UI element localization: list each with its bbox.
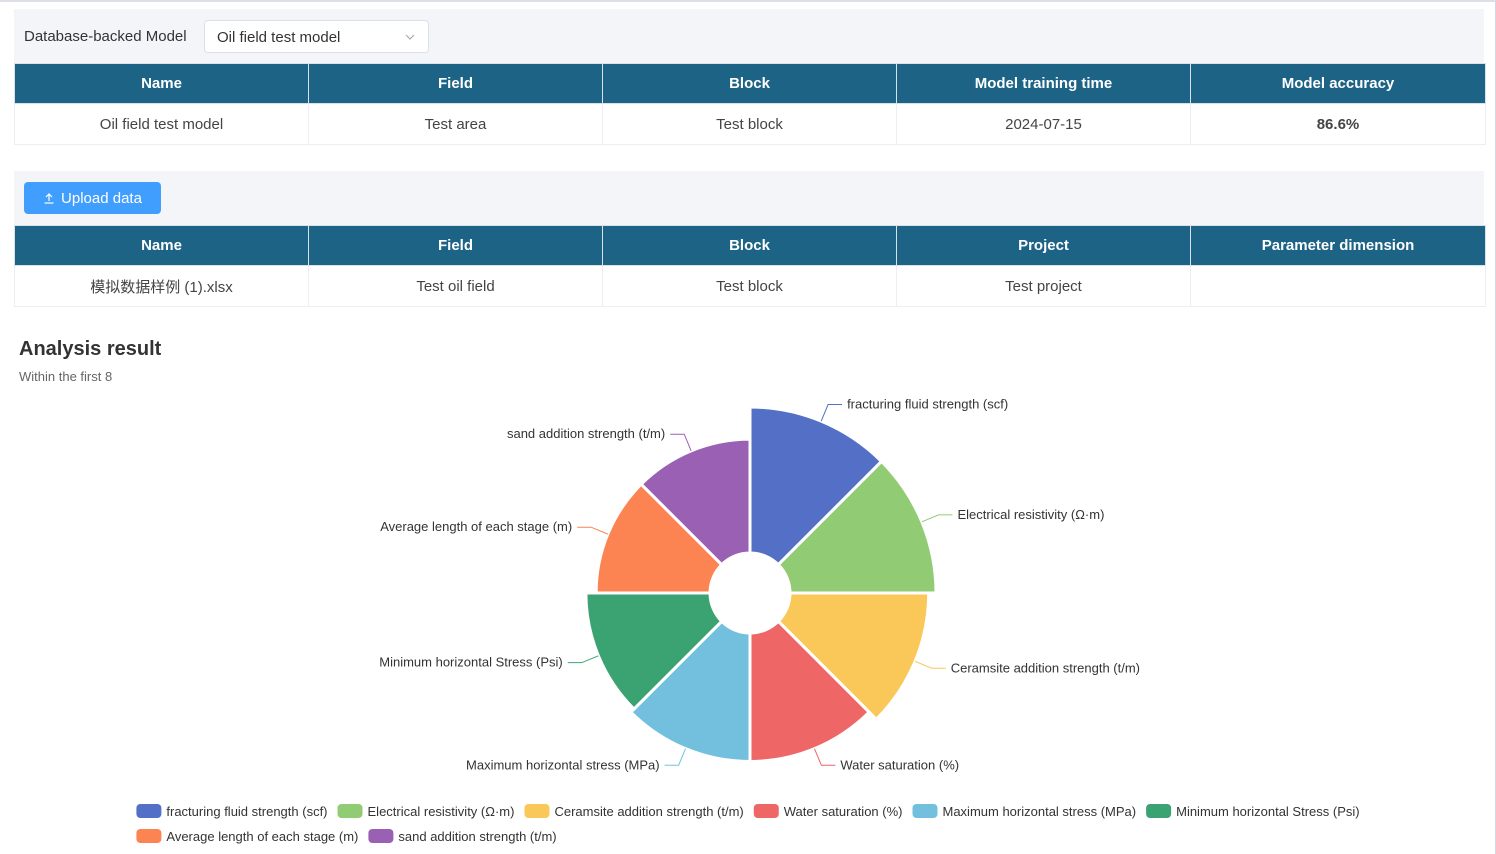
rose-slice-ceramsite-addition-strength-t-m[interactable] [776, 591, 931, 721]
data-table-header: Block [602, 225, 897, 266]
leader-line [670, 433, 692, 452]
legend-swatch [524, 804, 550, 818]
legend-label: Maximum horizontal stress (MPa) [943, 804, 1137, 819]
upload-data-label: Upload data [61, 189, 142, 207]
model-block-cell: Test block [602, 103, 897, 145]
slice-label: Water saturation (%) [840, 757, 959, 772]
data-name-cell: 模拟数据样例 (1).xlsx [14, 265, 309, 307]
analysis-title: Analysis result [19, 338, 162, 360]
upload-icon [44, 193, 54, 204]
slice-label: Average length of each stage (m) [380, 519, 572, 534]
legend-swatch [368, 829, 394, 843]
leader-line [820, 404, 843, 422]
model-table-header: Model accuracy [1190, 63, 1486, 104]
model-training-time-cell: 2024-07-15 [896, 103, 1191, 145]
data-table-header: Field [308, 225, 603, 266]
slice-label: fracturing fluid strength (scf) [847, 397, 1008, 412]
model-table-header: Field [308, 63, 603, 104]
data-table-header: Parameter dimension [1190, 225, 1486, 266]
data-project-cell: Test project [896, 265, 1191, 307]
model-table-header-row: Name Field Block Model training time Mod… [14, 63, 1486, 104]
model-accuracy-cell: 86.6% [1190, 103, 1486, 145]
leader-line [567, 655, 599, 664]
leader-line [664, 748, 686, 766]
rose-slice-average-length-of-each-stage-m[interactable] [594, 482, 724, 595]
data-table-header-row: Name Field Block Project Parameter dimen… [14, 225, 1486, 266]
analysis-subtitle: Within the first 8 [19, 369, 113, 384]
rose-slice-sand-addition-strength-t-m[interactable] [639, 437, 752, 567]
model-select-value: Oil field test model [217, 29, 341, 46]
model-table-header: Name [14, 63, 309, 104]
legend-item[interactable]: Minimum horizontal Stress (Psi) [1146, 804, 1360, 819]
data-field-cell: Test oil field [308, 265, 603, 307]
legend-label: Ceramsite addition strength (t/m) [554, 804, 743, 819]
slice-label: Minimum horizontal Stress (Psi) [379, 655, 563, 670]
legend-label: Minimum horizontal Stress (Psi) [1176, 804, 1360, 819]
leader-line [921, 514, 953, 523]
data-table: Name Field Block Project Parameter dimen… [14, 225, 1486, 307]
data-block-cell: Test block [602, 265, 897, 307]
rose-slice-maximum-horizontal-stress-mpa[interactable] [629, 619, 752, 763]
rose-slice-fracturing-fluid-strength-scf[interactable] [748, 405, 884, 567]
slice-label: Electrical resistivity (Ω·m) [957, 507, 1104, 522]
legend-swatch [136, 804, 162, 818]
leader-line [814, 748, 836, 766]
model-table-header: Model training time [896, 63, 1191, 104]
upload-data-button[interactable]: Upload data [24, 182, 161, 214]
legend-swatch [912, 804, 938, 818]
table-row: Oil field test model Test area Test bloc… [14, 103, 1486, 145]
legend-item[interactable]: Maximum horizontal stress (MPa) [912, 804, 1137, 819]
legend-item[interactable]: sand addition strength (t/m) [368, 829, 557, 844]
legend-item[interactable]: Average length of each stage (m) [136, 829, 358, 844]
legend-item[interactable]: Water saturation (%) [753, 804, 903, 819]
rose-slice-water-saturation[interactable] [748, 619, 871, 763]
rose-chart: fracturing fluid strength (scf) Electrica… [136, 397, 1360, 844]
legend-swatch [136, 829, 162, 843]
leader-line [914, 660, 946, 669]
slice-label: Maximum horizontal stress (MPa) [466, 757, 660, 772]
data-parameter-dimension-cell [1190, 265, 1486, 307]
legend-item[interactable]: Ceramsite addition strength (t/m) [524, 804, 744, 819]
model-select[interactable]: Oil field test model [204, 20, 429, 53]
legend-swatch [1146, 804, 1172, 818]
legend-label: Average length of each stage (m) [166, 829, 358, 844]
legend-item[interactable]: Electrical resistivity (Ω·m) [337, 804, 515, 819]
legend-swatch [337, 804, 363, 818]
legend-label: sand addition strength (t/m) [398, 829, 556, 844]
rose-slice-minimum-horizontal-stress-psi[interactable] [584, 591, 724, 711]
slice-label: Ceramsite addition strength (t/m) [951, 660, 1140, 675]
data-table-header: Project [896, 225, 1191, 266]
model-selector-label: Database-backed Model [24, 28, 187, 45]
legend-label: fracturing fluid strength (scf) [166, 804, 327, 819]
model-selector-panel: Database-backed Model Oil field test mod… [14, 9, 1484, 63]
top-border [0, 0, 1496, 2]
model-field-cell: Test area [308, 103, 603, 145]
table-row: 模拟数据样例 (1).xlsx Test oil field Test bloc… [14, 265, 1486, 307]
upload-panel: Upload data [14, 171, 1484, 225]
model-table: Name Field Block Model training time Mod… [14, 63, 1486, 145]
leader-line [577, 526, 609, 535]
model-table-header: Block [602, 63, 897, 104]
legend-item[interactable]: fracturing fluid strength (scf) [136, 804, 328, 819]
data-table-header: Name [14, 225, 309, 266]
legend-label: Electrical resistivity (Ω·m) [368, 804, 515, 819]
chevron-down-icon [405, 34, 415, 40]
legend-label: Water saturation (%) [784, 804, 903, 819]
rose-slice-electrical-resistivity-m[interactable] [776, 459, 938, 595]
slice-label: sand addition strength (t/m) [507, 426, 665, 441]
model-name-cell: Oil field test model [14, 103, 309, 145]
legend-swatch [753, 804, 779, 818]
